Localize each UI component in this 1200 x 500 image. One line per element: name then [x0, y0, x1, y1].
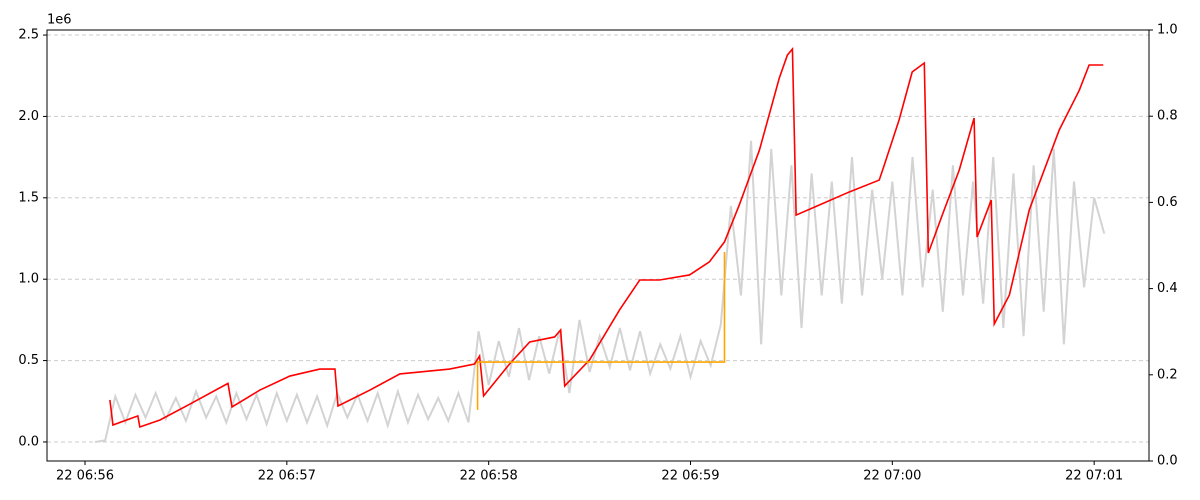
y2-tick-label: 0.8 — [1157, 109, 1178, 124]
y-tick-label: 2.5 — [18, 28, 39, 43]
x-tick-label: 22 07:01 — [1065, 469, 1123, 484]
y-tick-label: 1.5 — [18, 190, 39, 205]
y-tick-label: 0.5 — [18, 353, 39, 368]
x-tick-label: 22 06:57 — [258, 469, 316, 484]
x-tick-label: 22 06:56 — [56, 469, 114, 484]
line-series — [476, 252, 726, 410]
y2-tick-label: 0.4 — [1157, 281, 1178, 296]
y2-tick-label: 0.0 — [1157, 454, 1178, 469]
y-offset-label: 1e6 — [47, 13, 72, 28]
y2-tick-label: 1.0 — [1157, 23, 1178, 38]
line-series — [109, 46, 1104, 429]
x-tick-label: 22 06:59 — [661, 469, 719, 484]
x-tick-label: 22 06:58 — [460, 469, 518, 484]
x-tick-label: 22 07:00 — [863, 469, 921, 484]
y-tick-label: 2.0 — [18, 109, 39, 124]
plot-frame — [46, 29, 1150, 462]
y2-tick-label: 0.6 — [1157, 195, 1178, 210]
y-tick-label: 0.0 — [18, 434, 39, 449]
y-tick-label: 1.0 — [18, 272, 39, 287]
y2-tick-label: 0.2 — [1157, 367, 1178, 382]
